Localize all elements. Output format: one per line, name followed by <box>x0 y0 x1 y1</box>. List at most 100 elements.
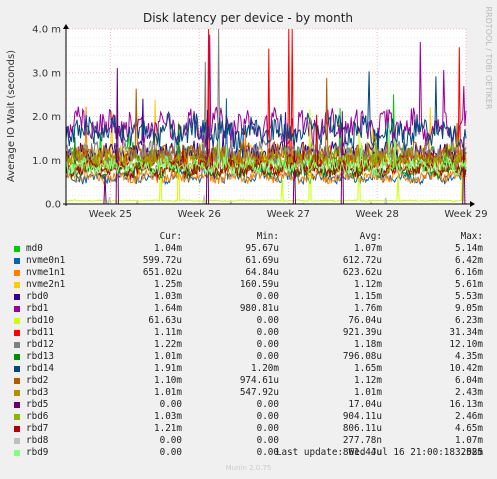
legend-cur: 1.04m <box>154 243 182 254</box>
x-tick-label: Week 29 <box>444 209 487 220</box>
legend-row: rbd2 1.10m 974.61u 1.12m 6.04m <box>12 375 490 387</box>
legend-swatch <box>14 330 20 336</box>
legend-max: 6.16m <box>455 267 483 278</box>
legend-max: 5.14m <box>455 243 483 254</box>
legend-swatch <box>14 402 20 408</box>
x-tick-label: Week 25 <box>89 209 132 220</box>
legend-avg: 1.07m <box>354 243 382 254</box>
legend-min: 547.92u <box>239 387 279 398</box>
legend-header-min: Min: <box>256 231 279 242</box>
legend-swatch <box>14 438 20 444</box>
last-update: Last update: Wed Jul 16 21:00:18 2025 <box>275 447 483 458</box>
legend-cur: 0.00 <box>159 435 182 446</box>
legend-row: nvme1n1 651.02u 64.84u 623.62u 6.16m <box>12 267 490 279</box>
legend-row: rbd3 1.01m 547.92u 1.01m 2.43m <box>12 387 490 399</box>
legend-avg: 921.39u <box>342 327 382 338</box>
legend-min: 1.20m <box>251 363 279 374</box>
legend-avg: 1.76m <box>354 303 382 314</box>
legend-min: 0.00 <box>256 411 279 422</box>
legend-avg: 1.65m <box>354 363 382 374</box>
legend-series-name: rbd0 <box>26 291 49 302</box>
legend-max: 4.65m <box>455 423 483 434</box>
x-axis-arrow <box>470 201 475 207</box>
legend-swatch <box>14 426 20 432</box>
legend-avg: 277.78n <box>342 435 382 446</box>
legend-avg: 1.01m <box>354 387 382 398</box>
axis-ticks: 0.0 1.0 m 2.0 m 3.0 m 4.0 m Week 25 Week 26 Wee… <box>32 25 487 221</box>
legend-cur: 1.25m <box>154 279 182 290</box>
legend-max: 3.58m <box>455 447 483 458</box>
legend-series-name: nvme0n1 <box>26 255 66 266</box>
legend-min: 160.59u <box>239 279 279 290</box>
y-tick-label: 3.0 m <box>32 68 61 79</box>
x-tick-label: Week 28 <box>356 209 399 220</box>
legend-swatch <box>14 450 20 456</box>
legend-row: nvme0n1 599.72u 61.69u 612.72u 6.42m <box>12 255 490 267</box>
legend-row: rbd10 61.63u 0.00 76.04u 6.23m <box>12 315 490 327</box>
legend-cur: 599.72u <box>142 255 182 266</box>
legend-series-name: rbd14 <box>26 363 54 374</box>
legend-swatch <box>14 294 20 300</box>
legend-max: 5.53m <box>455 291 483 302</box>
legend-series-name: rbd6 <box>26 411 49 422</box>
x-tick-label: Week 26 <box>178 209 221 220</box>
legend-avg: 796.08u <box>342 351 382 362</box>
legend-row: rbd8 0.00 0.00 277.78n 1.07m <box>12 435 490 447</box>
legend-swatch <box>14 354 20 360</box>
legend-row: rbd0 1.03m 0.00 1.15m 5.53m <box>12 291 490 303</box>
legend-cur: 1.22m <box>154 339 182 350</box>
series-line-rbd12 <box>65 28 467 166</box>
legend-row: rbd9 0.00 0.00 861.44u 3.58m <box>12 447 490 459</box>
legend-max: 2.43m <box>455 387 483 398</box>
legend-cur: 1.21m <box>154 423 182 434</box>
legend-cur: 1.03m <box>154 411 182 422</box>
legend-swatch <box>14 318 20 324</box>
legend-row: rbd14 1.91m 1.20m 1.65m 10.42m <box>12 363 490 375</box>
legend-avg: 1.15m <box>354 291 382 302</box>
legend-series-name: rbd12 <box>26 339 54 350</box>
legend-header: Cur: Min: Avg: Max: <box>12 231 490 243</box>
legend-swatch <box>14 378 20 384</box>
legend-max: 31.34m <box>449 327 483 338</box>
legend-series-name: rbd9 <box>26 447 49 458</box>
legend-cur: 1.01m <box>154 351 182 362</box>
legend-series-name: rbd3 <box>26 387 49 398</box>
legend-swatch <box>14 366 20 372</box>
legend-row: rbd13 1.01m 0.00 796.08u 4.35m <box>12 351 490 363</box>
legend-min: 64.84u <box>245 267 279 278</box>
legend-cur: 1.11m <box>154 327 182 338</box>
series-line-rbd14 <box>65 71 467 152</box>
legend-header-cur: Cur: <box>159 231 182 242</box>
y-tick-label: 4.0 m <box>32 25 61 36</box>
legend-row: rbd1 1.64m 980.81u 1.76m 9.05m <box>12 303 490 315</box>
legend-series-name: nvme1n1 <box>26 267 66 278</box>
legend-cur: 1.64m <box>154 303 182 314</box>
legend-series-name: rbd2 <box>26 375 49 386</box>
y-tick-label: 2.0 m <box>32 112 61 123</box>
legend-avg: 1.18m <box>354 339 382 350</box>
legend-avg: 1.12m <box>354 375 382 386</box>
legend-series-name: rbd10 <box>26 315 54 326</box>
series-line-rbd6 <box>65 135 467 177</box>
chart-title: Disk latency per device - by month <box>143 11 353 25</box>
legend-avg: 623.62u <box>342 267 382 278</box>
legend-min: 0.00 <box>256 399 279 410</box>
legend-avg: 1.12m <box>354 279 382 290</box>
legend-avg: 806.11u <box>342 423 382 434</box>
rrdtool-credit: RRDTOOL / TOBI OETIKER <box>484 6 493 109</box>
legend-cur: 1.01m <box>154 387 182 398</box>
legend-row: md0 1.04m 95.67u 1.07m 5.14m <box>12 243 490 255</box>
legend-max: 12.10m <box>449 339 483 350</box>
legend-cur: 1.10m <box>154 375 182 386</box>
legend-swatch <box>14 270 20 276</box>
legend-row: rbd6 1.03m 0.00 904.11u 2.46m <box>12 411 490 423</box>
legend-row: rbd11 1.11m 0.00 921.39u 31.34m <box>12 327 490 339</box>
legend-swatch <box>14 390 20 396</box>
legend-max: 1.07m <box>455 435 483 446</box>
legend-series-name: rbd7 <box>26 423 49 434</box>
legend-series-name: rbd13 <box>26 351 54 362</box>
legend-min: 0.00 <box>256 291 279 302</box>
legend-min: 0.00 <box>256 339 279 350</box>
legend-swatch <box>14 258 20 264</box>
legend-row: rbd12 1.22m 0.00 1.18m 12.10m <box>12 339 490 351</box>
